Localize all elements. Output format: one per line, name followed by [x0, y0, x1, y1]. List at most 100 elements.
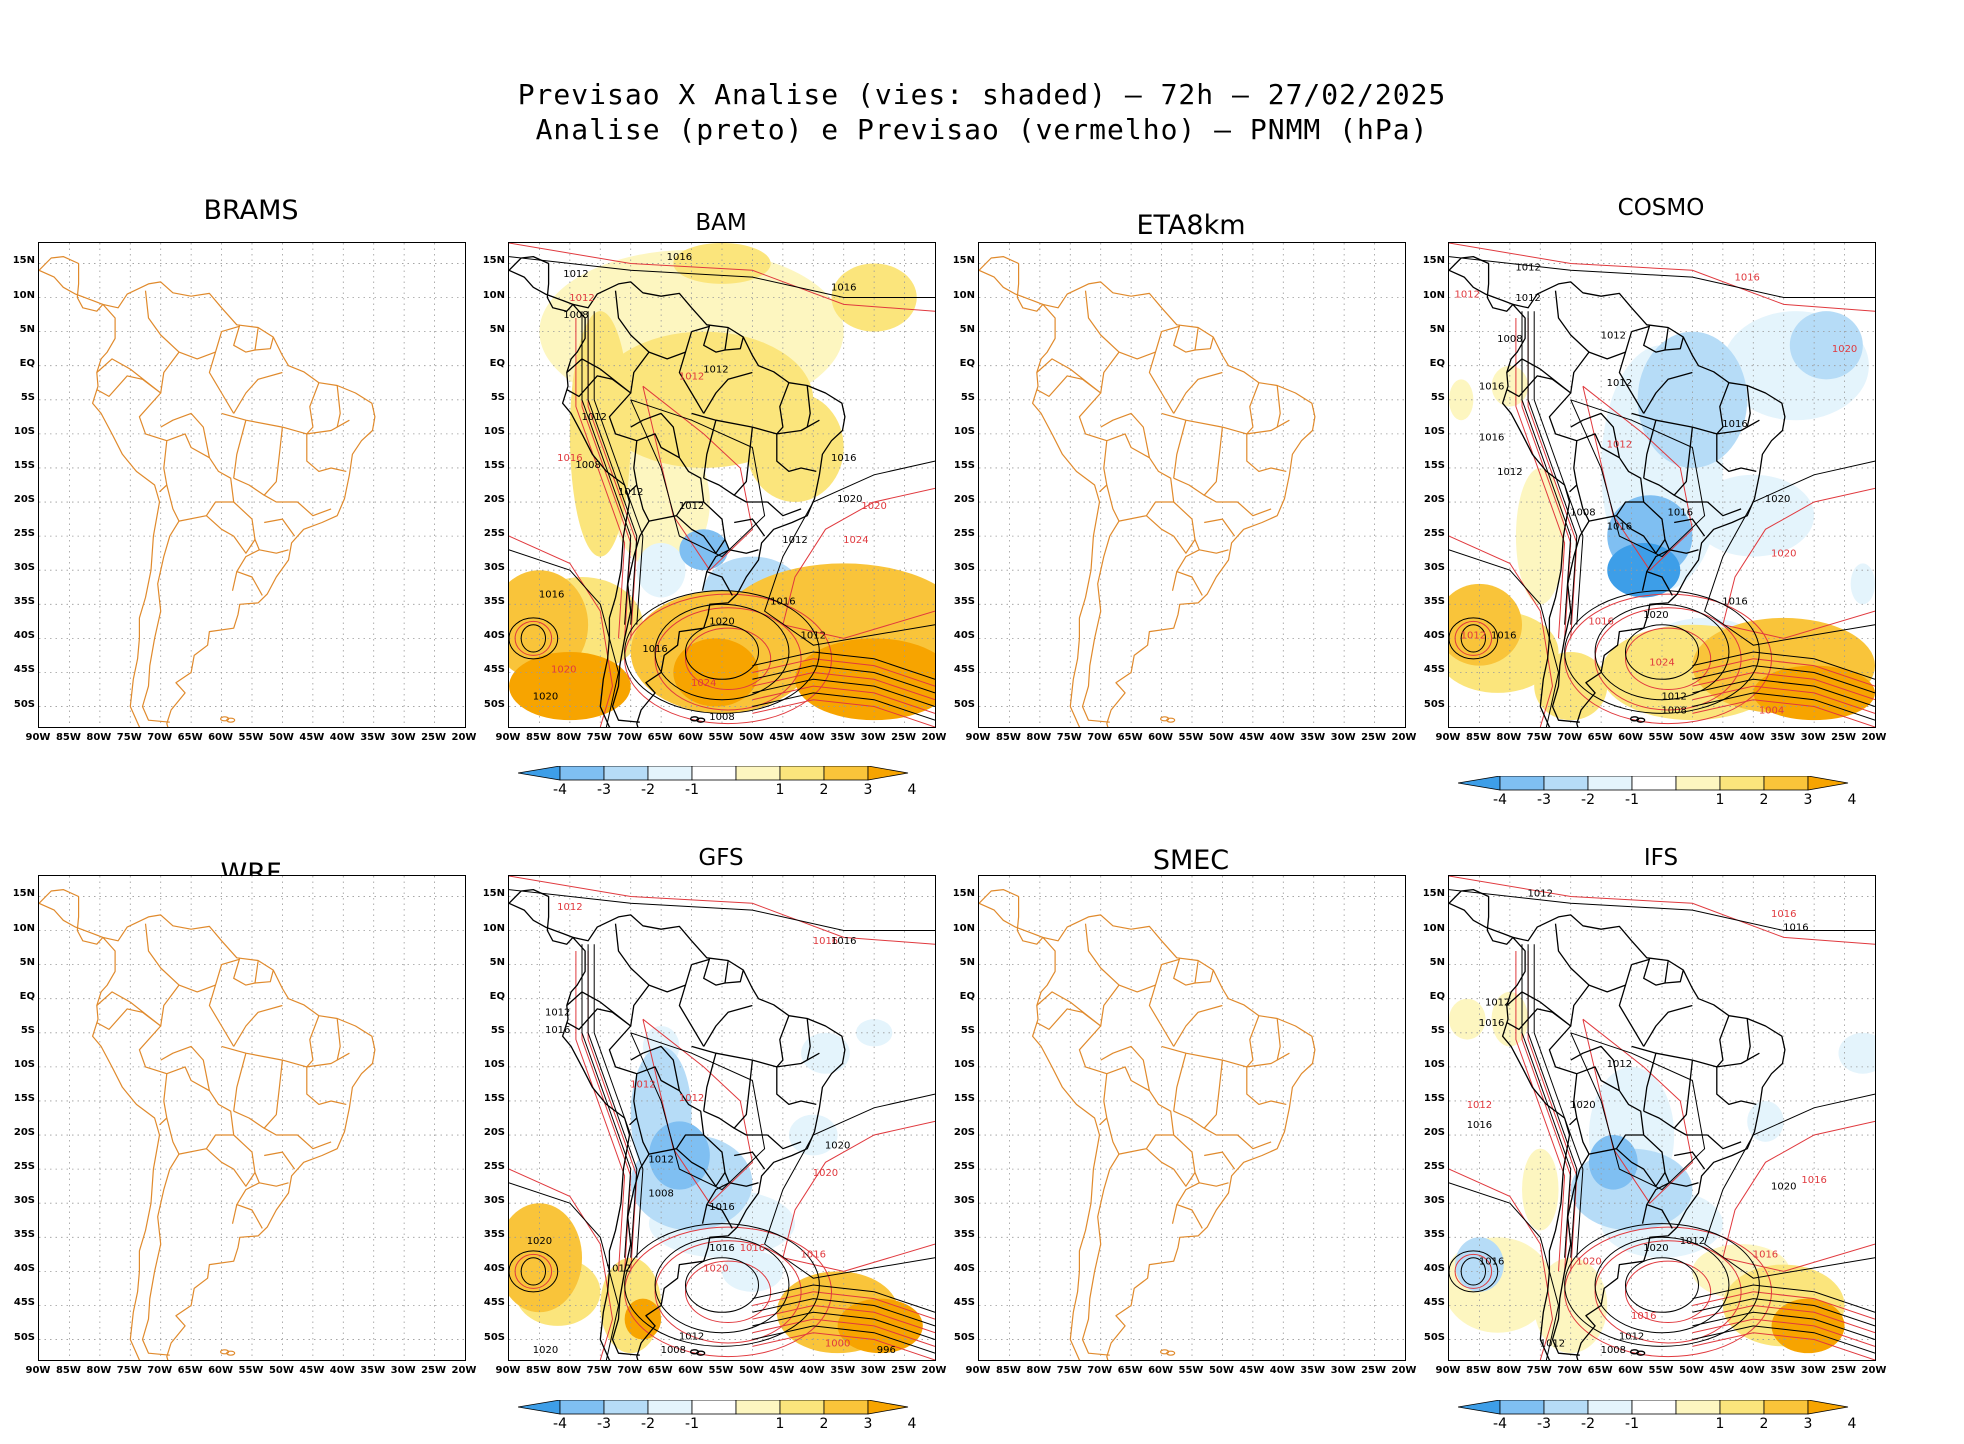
- lon-tick-label: 80W: [556, 732, 582, 743]
- contour-label: 1016: [1479, 433, 1504, 444]
- colorbar-label: -2: [1581, 792, 1595, 808]
- colorbar-segment: [603, 765, 649, 781]
- contour-label: 1016: [1479, 382, 1504, 393]
- lat-tick-label: 35S: [1423, 596, 1445, 608]
- contour-label: 1012: [679, 1332, 704, 1343]
- lon-tick-label: 45W: [769, 1365, 795, 1376]
- lon-tick-label: 65W: [647, 732, 673, 743]
- lat-tick-label: 10S: [13, 1058, 35, 1070]
- colorbar-label: 1: [1715, 1416, 1725, 1432]
- lon-tick-label: 40W: [329, 732, 355, 743]
- lon-tick-label: 75W: [1526, 1365, 1552, 1376]
- colorbar-segment: [1763, 1399, 1809, 1415]
- colorbar-segment: [779, 765, 825, 781]
- lon-tick-label: 30W: [1330, 732, 1356, 743]
- colorbar-segment: [779, 1399, 825, 1415]
- colorbar-segment: [823, 765, 869, 781]
- lon-tick-label: 90W: [965, 1365, 991, 1376]
- lon-tick-label: 85W: [1465, 732, 1491, 743]
- lat-tick-label: 15S: [1423, 459, 1445, 471]
- lon-tick-label: 75W: [1056, 732, 1082, 743]
- contour-label: 1012: [618, 487, 643, 498]
- lat-tick-label: 30S: [13, 562, 35, 574]
- lon-tick-label: 70W: [1087, 1365, 1113, 1376]
- bias-area: [679, 529, 729, 571]
- lat-tick-label: 5S: [1430, 1024, 1445, 1036]
- contour-label: 1016: [813, 936, 838, 947]
- lat-tick-label: 30S: [953, 1195, 975, 1207]
- colorbar-label: -4: [1493, 1416, 1507, 1432]
- lon-tick-label: 90W: [965, 732, 991, 743]
- lat-tick-label: 10N: [952, 289, 975, 301]
- contour-label: 1012: [703, 365, 728, 376]
- colorbar-label: 2: [1759, 792, 1769, 808]
- colorbar-segment: [1675, 1399, 1721, 1415]
- lat-tick-label: 10N: [952, 922, 975, 934]
- lon-tick-label: 30W: [390, 1365, 416, 1376]
- contour-label: 1016: [801, 1250, 826, 1261]
- panel-title-gfs: GFS: [698, 845, 744, 871]
- grid-lines: [509, 876, 935, 1360]
- contour-label: 1012: [1455, 290, 1480, 301]
- lat-tick-label: 10S: [953, 425, 975, 437]
- lat-tick-label: EQ: [489, 990, 505, 1002]
- contour-label: 1016: [1722, 419, 1747, 430]
- lat-tick-label: 15S: [953, 1092, 975, 1104]
- analysis-isobars: [509, 889, 935, 1360]
- lat-tick-label: 35S: [953, 596, 975, 608]
- lon-tick-label: 85W: [525, 732, 551, 743]
- contour-label: 1012: [1515, 293, 1540, 304]
- contour-label: 1020: [825, 1141, 850, 1152]
- lat-tick-label: 20S: [1423, 494, 1445, 506]
- lon-tick-label: 45W: [1709, 732, 1735, 743]
- lon-tick-label: 45W: [299, 1365, 325, 1376]
- lon-tick-label: 20W: [1391, 1365, 1417, 1376]
- contour-label: 1020: [1570, 1100, 1595, 1111]
- contour-label: 1016: [831, 283, 856, 294]
- contour-label: 1020: [1576, 1257, 1601, 1268]
- lon-tick-label: 30W: [860, 1365, 886, 1376]
- colorbar-label: -3: [1537, 1416, 1551, 1432]
- colorbar-cosmo: -4 -3 -2 -1 1 2 3 4: [1457, 775, 1858, 820]
- colorbar-segment: [1719, 1399, 1765, 1415]
- colorbar-segment: [1543, 775, 1589, 791]
- lon-tick-label: 85W: [995, 732, 1021, 743]
- panel-title-cosmo: COSMO: [1617, 195, 1705, 221]
- lon-tick-label: 20W: [1391, 732, 1417, 743]
- lon-tick-label: 65W: [1117, 1365, 1143, 1376]
- lon-tick-label: 55W: [708, 1365, 734, 1376]
- colorbar-label: 4: [907, 1416, 917, 1432]
- colorbar-segment: [735, 1399, 781, 1415]
- bias-area: [1534, 652, 1608, 721]
- map-svg-gfs: 1012101610161012101610121012100810121016…: [509, 876, 935, 1360]
- lat-tick-label: 25S: [953, 1161, 975, 1173]
- contour-label: 1016: [1722, 596, 1747, 607]
- lon-tick-label: 40W: [329, 1365, 355, 1376]
- coastlines: [1449, 888, 1786, 1360]
- lon-tick-label: 60W: [678, 732, 704, 743]
- lon-tick-label: 20W: [1861, 732, 1887, 743]
- panel-title-brams: BRAMS: [203, 195, 299, 226]
- bias-area: [1449, 583, 1523, 666]
- colorbar-label: 2: [1759, 1416, 1769, 1432]
- bias-area: [673, 638, 759, 707]
- lon-tick-label: 40W: [1269, 732, 1295, 743]
- contour-label: 1020: [837, 494, 862, 505]
- contour-label: 1016: [545, 1025, 570, 1036]
- lon-tick-label: 80W: [1026, 732, 1052, 743]
- coastlines: [1449, 255, 1786, 727]
- lat-tick-label: 20S: [953, 494, 975, 506]
- lat-tick-label: 30S: [953, 562, 975, 574]
- colorbar-label: -1: [1625, 792, 1639, 808]
- lon-tick-label: 70W: [617, 1365, 643, 1376]
- contour-label: 1016: [557, 453, 582, 464]
- lat-tick-label: 35S: [953, 1229, 975, 1241]
- lat-tick-label: 15N: [482, 255, 505, 267]
- lat-tick-label: 25S: [483, 1161, 505, 1173]
- lat-tick-label: 45S: [483, 664, 505, 676]
- lat-tick-label: 30S: [483, 1195, 505, 1207]
- lat-tick-label: 25S: [953, 528, 975, 540]
- lat-tick-label: 35S: [483, 1229, 505, 1241]
- contour-label: 1024: [843, 535, 868, 546]
- lon-tick-label: 65W: [647, 1365, 673, 1376]
